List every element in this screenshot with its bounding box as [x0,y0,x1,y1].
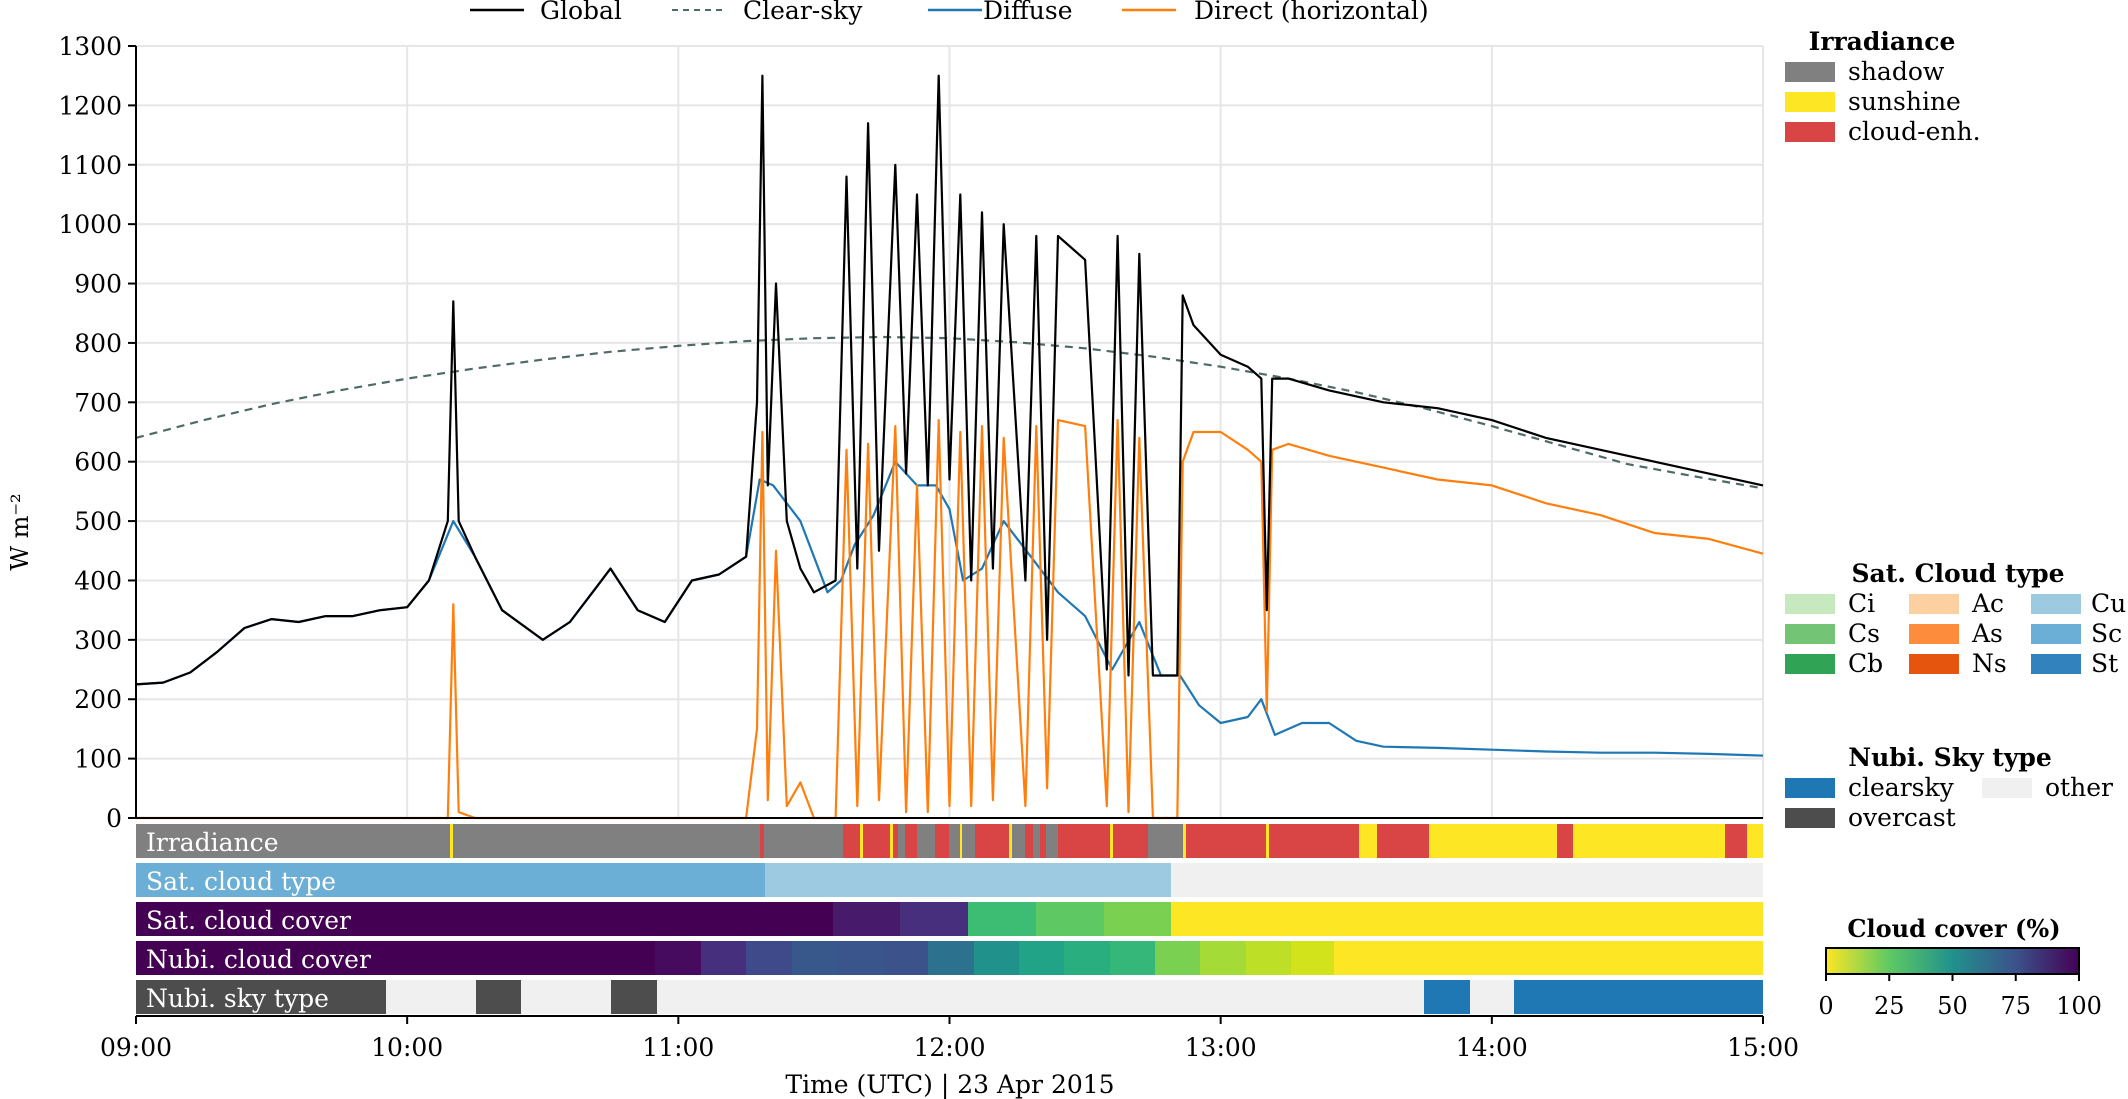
series-legend: Global Clear-sky Diffuse Direct (horizon… [470,0,1429,25]
sat-cloud-type-legend-title: Sat. Cloud type [1851,559,2064,588]
y-tick-label: 1300 [58,32,122,61]
x-tick-label: 11:00 [642,1033,714,1062]
legend-cb-label: Cb [1848,649,1883,678]
nubi-sky-type-legend: Nubi. Sky type clearsky other overcast [1785,743,2113,832]
colorbar-tick-label: 0 [1818,992,1833,1020]
series-direct-horizontal-line [136,419,1764,820]
series-clear-sky-line [135,335,1764,490]
legend-cu-swatch [2031,594,2081,614]
nubi-sky-type-bar [136,980,1763,1014]
legend-other-swatch [1982,778,2032,798]
legend-as-swatch [1909,624,1959,644]
legend-cb-swatch [1785,654,1835,674]
series-global-line [135,74,1764,686]
legend-sc-label: Sc [2091,619,2122,648]
legend-cloud-enh-swatch [1785,122,1835,142]
sat-cloud-cover-bar [136,902,1763,936]
sat-cloud-type-bar-label: Sat. cloud type [146,867,336,896]
irradiance-bar-label: Irradiance [146,828,278,857]
y-tick-label: 800 [74,329,122,358]
y-tick-label: 700 [74,388,122,417]
legend-sunshine-label: sunshine [1848,87,1961,116]
legend-st-label: St [2091,649,2118,678]
legend-cs-swatch [1785,624,1835,644]
y-tick-label: 1200 [58,91,122,120]
y-tick-label: 500 [74,507,122,536]
legend-ci-swatch [1785,594,1835,614]
colorbar-gradient [1825,947,2080,975]
y-tick-label: 1100 [58,151,122,180]
legend-shadow-swatch [1785,62,1835,82]
legend-global-label: Global [540,0,622,25]
legend-ac-label: Ac [1971,589,2004,618]
legend-ns-label: Ns [1972,649,2007,678]
legend-as-label: As [1971,619,2003,648]
legend-clearsky-type-label: clearsky [1848,773,1955,802]
legend-overcast-swatch [1785,808,1835,828]
series-layer [135,74,1764,820]
y-ticks: 0 100 200 300 400 500 600 700 800 900 1000 1100 1200… [58,32,136,833]
legend-cu-label: Cu [2091,589,2126,618]
sat-cloud-type-legend: Sat. Cloud type Ci Cs Cb Ac As Ns Cu Sc … [1785,559,2126,678]
nubi-sky-type-bar-label: Nubi. sky type [146,984,329,1013]
legend-ac-swatch [1909,594,1959,614]
legend-sunshine-swatch [1785,92,1835,112]
y-tick-label: 300 [74,626,122,655]
x-tick-label: 15:00 [1727,1033,1799,1062]
legend-ci-label: Ci [1848,589,1875,618]
sat-cloud-cover-bar-label: Sat. cloud cover [146,906,351,935]
x-tick-label: 09:00 [100,1033,172,1062]
nubi-sky-type-legend-title: Nubi. Sky type [1848,743,2051,772]
y-tick-label: 100 [74,745,122,774]
x-tick-label: 13:00 [1185,1033,1257,1062]
colorbar-tick-label: 75 [2000,992,2031,1020]
y-tick-label: 1000 [58,210,122,239]
nubi-cloud-cover-bar-label: Nubi. cloud cover [146,945,371,974]
irradiance-legend: Irradiance shadow sunshine cloud-enh. [1785,27,1981,146]
sat-cloud-type-bar [136,863,1763,897]
x-axis-label: Time (UTC) | 23 Apr 2015 [785,1070,1114,1099]
legend-st-swatch [2031,654,2081,674]
legend-sc-swatch [2031,624,2081,644]
legend-cs-label: Cs [1848,619,1880,648]
x-tick-label: 12:00 [913,1033,985,1062]
legend-clearsky-type-swatch [1785,778,1835,798]
y-tick-label: 200 [74,685,122,714]
irradiance-bar [136,824,1763,858]
legend-direct-label: Direct (horizontal) [1194,0,1429,25]
y-tick-label: 900 [74,270,122,299]
legend-other-label: other [2045,773,2113,802]
colorbar-title: Cloud cover (%) [1847,914,2060,943]
y-tick-label: 600 [74,448,122,477]
x-tick-label: 14:00 [1456,1033,1528,1062]
nubi-cloud-cover-bar [136,941,1763,975]
cloud-cover-colorbar: Cloud cover (%) 0 25 50 75 100 [1818,914,2102,1020]
category-bars: Irradiance Sat. cloud type Sat. cloud co… [136,824,1763,1014]
colorbar-tick-label: 25 [1874,992,1905,1020]
x-ticks: 09:00 10:00 11:00 12:00 13:00 14:00 15:00 [100,1016,1799,1062]
legend-diffuse-label: Diffuse [983,0,1073,25]
legend-cloud-enh-label: cloud-enh. [1848,117,1981,146]
x-tick-label: 10:00 [371,1033,443,1062]
legend-ns-swatch [1909,654,1959,674]
colorbar-tick-label: 50 [1937,992,1968,1020]
legend-clearsky-label: Clear-sky [743,0,863,25]
y-axis-label: W m⁻² [6,493,34,570]
legend-shadow-label: shadow [1848,57,1945,86]
irradiance-legend-title: Irradiance [1809,27,1956,56]
legend-overcast-label: overcast [1848,803,1956,832]
grid-lines [135,45,1764,819]
y-tick-label: 0 [106,804,122,833]
colorbar-tick-label: 100 [2056,992,2102,1020]
y-tick-label: 400 [74,566,122,595]
